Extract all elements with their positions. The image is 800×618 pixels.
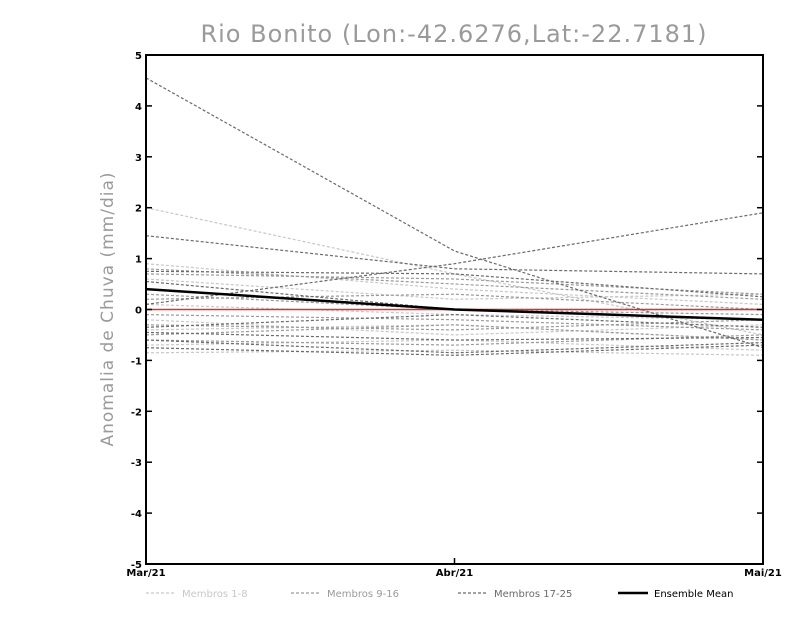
member-line-6 <box>145 324 764 341</box>
x-tick-label: Abr/21 <box>436 568 473 579</box>
y-tick-label: -2 <box>131 407 142 418</box>
member-line-14 <box>145 319 764 331</box>
y-tick-label: 1 <box>135 255 142 266</box>
ensemble-mean-line <box>145 287 764 321</box>
member-line-2 <box>145 263 764 305</box>
member-line-5 <box>145 319 764 336</box>
x-axis: Mar/21 Abr/21 Mai/21 <box>126 558 782 579</box>
y-tick-label: 5 <box>135 51 142 62</box>
legend-label-1: Membros 1-8 <box>182 589 248 600</box>
x-tick-label: Mar/21 <box>126 568 165 579</box>
member-line-1 <box>145 207 764 336</box>
member-line-9 <box>145 268 764 300</box>
member-line-15 <box>145 324 764 341</box>
member-line-8 <box>145 349 764 356</box>
y-tick-label: 3 <box>135 153 142 164</box>
chart-title: Rio Bonito (Lon:-42.6276,Lat:-22.7181) <box>200 20 707 48</box>
member-line-13 <box>145 314 764 331</box>
member-line-12 <box>145 293 764 311</box>
y-tick-label: -5 <box>131 560 142 571</box>
y-tick-label: 0 <box>135 306 142 317</box>
member-line-17 <box>145 77 764 349</box>
legend-label-2: Membros 9-16 <box>327 589 399 600</box>
y-tick-label: 4 <box>135 102 142 113</box>
legend-label-4: Ensemble Mean <box>654 589 733 600</box>
y-tick-label: -1 <box>131 356 142 367</box>
member-line-24 <box>145 339 764 354</box>
member-line-19 <box>145 212 764 305</box>
legend-label-3: Membros 17-25 <box>494 589 572 600</box>
member-line-11 <box>145 293 764 316</box>
y-tick-label: -3 <box>131 458 142 469</box>
legend: Membros 1-8 Membros 9-16 Membros 17-25 Ense… <box>146 589 733 600</box>
member-line-18 <box>145 235 764 275</box>
member-line-23 <box>145 331 764 341</box>
y-tick-label: 2 <box>135 204 142 215</box>
member-line-7 <box>145 339 764 351</box>
plot-area <box>145 77 764 356</box>
member-line-22 <box>145 313 764 328</box>
member-line-25 <box>145 344 764 356</box>
y-axis-label: Anomalia de Chuva (mm/dia) <box>98 171 118 446</box>
member-line-4 <box>145 303 764 321</box>
member-line-16 <box>145 334 764 346</box>
y-axis: 5 4 3 2 1 0 -1 -2 -3 -4 -5 <box>131 51 763 571</box>
member-line-20 <box>145 270 764 298</box>
member-line-10 <box>145 273 764 295</box>
y-tick-label: -4 <box>131 509 142 520</box>
x-tick-label: Mai/21 <box>744 568 782 579</box>
